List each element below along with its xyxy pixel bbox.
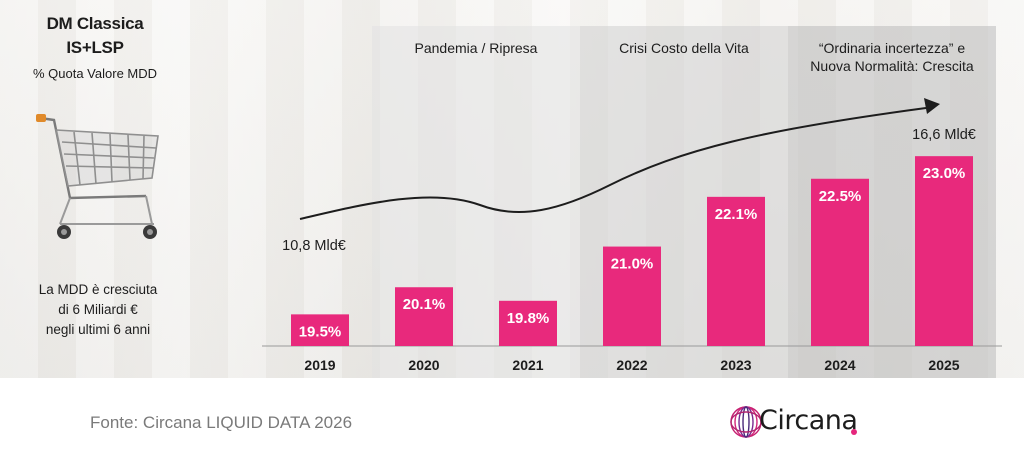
bar-2019	[291, 314, 349, 346]
bar-value-label-2020: 20.1%	[403, 296, 446, 313]
x-tick-label-2021: 2021	[512, 357, 543, 373]
bar-value-label-2021: 19.8%	[507, 310, 550, 327]
bar-value-label-2025: 23.0%	[923, 165, 966, 182]
bar-2024	[811, 178, 869, 346]
circana-logo-dot	[851, 429, 857, 435]
panel-note-line1: La MDD è cresciuta	[38, 282, 158, 297]
bar-2021	[499, 300, 557, 346]
trend-arrowhead	[924, 98, 940, 114]
x-tick-label-2019: 2019	[304, 357, 335, 373]
bar-2025	[915, 156, 973, 346]
panel-note-line3: negli ultimi 6 anni	[45, 322, 151, 337]
panel-title-line1: DM Classica	[46, 14, 144, 33]
bar-2020	[395, 287, 453, 346]
x-tick-label-2024: 2024	[824, 357, 855, 373]
circana-logo-mark-icon	[730, 406, 762, 438]
bar-2023	[707, 196, 765, 346]
panel-title-line2: IS+LSP	[66, 38, 124, 57]
trend-start-label: 10,8 Mld€	[282, 238, 346, 254]
bar-2022	[603, 246, 661, 346]
bar-value-label-2022: 21.0%	[611, 256, 654, 273]
x-tick-label-2023: 2023	[720, 357, 751, 373]
shopping-cart-icon	[36, 114, 159, 239]
bar-value-label-2019: 19.5%	[299, 323, 342, 340]
bar-value-label-2023: 22.1%	[715, 206, 758, 223]
trend-end-label: 16,6 Mld€	[912, 127, 976, 143]
x-tick-label-2025: 2025	[928, 357, 959, 373]
phase-label-3-line2: Nuova Normalità: Crescita	[810, 58, 974, 74]
panel-subtitle: % Quota Valore MDD	[32, 66, 158, 81]
panel-note-line2: di 6 Miliardi €	[58, 302, 138, 317]
trend-line	[299, 107, 927, 220]
x-tick-label-2020: 2020	[408, 357, 439, 373]
x-tick-label-2022: 2022	[616, 357, 647, 373]
source-note: Fonte: Circana LIQUID DATA 2026	[90, 413, 353, 432]
phase-label-1: Pandemia / Ripresa	[415, 40, 538, 56]
left-panel: DM Classica IS+LSP % Quota Valore MDD La…	[0, 0, 210, 378]
phase-label-3-line1: “Ordinaria incertezza” e	[819, 40, 965, 56]
circana-logo-text: Circana	[759, 405, 858, 436]
bar-value-label-2024: 22.5%	[819, 188, 862, 205]
phase-label-2: Crisi Costo della Vita	[619, 40, 749, 56]
mdd-share-chart: Pandemia / Ripresa Crisi Costo della Vita…	[262, 26, 1002, 378]
